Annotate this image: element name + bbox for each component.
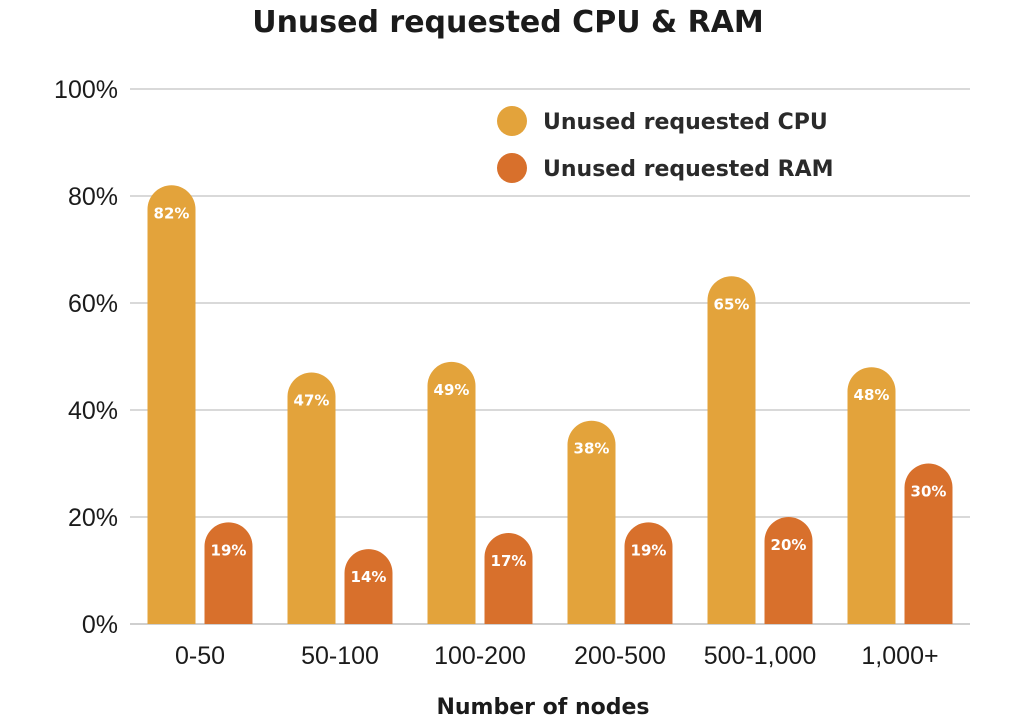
data-label: 49% xyxy=(434,381,470,399)
data-label: 65% xyxy=(714,295,750,313)
ram-bar-5 xyxy=(904,463,953,624)
data-label: 38% xyxy=(574,440,610,458)
gridlines xyxy=(130,88,970,625)
legend-label: Unused requested RAM xyxy=(543,157,834,182)
x-tick-label: 0-50 xyxy=(175,642,225,670)
y-tick-label: 100% xyxy=(54,76,118,104)
y-axis-ticks: 0% 20% 40% 60% 80% 100% xyxy=(54,76,118,639)
x-tick-label: 500-1,000 xyxy=(704,642,817,670)
data-label: 47% xyxy=(294,392,330,410)
y-tick-label: 0% xyxy=(82,611,118,639)
data-label: 17% xyxy=(491,552,527,570)
y-tick-label: 40% xyxy=(68,397,118,425)
data-label: 19% xyxy=(631,541,667,559)
ram-bar-0 xyxy=(204,522,253,624)
cpu-bar-0 xyxy=(147,185,196,624)
data-label: 30% xyxy=(911,483,947,501)
legend-marker xyxy=(497,153,527,183)
cpu-bar-5 xyxy=(847,367,896,624)
cpu-bar-2 xyxy=(427,361,476,624)
legend-marker xyxy=(497,106,527,136)
data-label: 20% xyxy=(771,536,807,554)
y-tick-label: 80% xyxy=(68,183,118,211)
x-tick-label: 100-200 xyxy=(434,642,526,670)
ram-bar-3 xyxy=(624,522,673,624)
data-label: 19% xyxy=(211,541,247,559)
x-tick-label: 200-500 xyxy=(574,642,666,670)
cpu-bar-4 xyxy=(707,276,756,624)
x-axis-ticks: 0-50 50-100 100-200 200-500 500-1,000 1,000+ xyxy=(175,642,939,670)
cpu-bar-3 xyxy=(567,420,616,624)
legend-label: Unused requested CPU xyxy=(543,110,828,135)
x-tick-label: 50-100 xyxy=(301,642,379,670)
y-tick-label: 20% xyxy=(68,504,118,532)
x-axis-label: Number of nodes xyxy=(436,695,649,720)
x-tick-label: 1,000+ xyxy=(861,642,938,670)
legend: Unused requested CPU Unused requested RAM xyxy=(497,106,834,183)
ram-bar-2 xyxy=(484,533,533,624)
cpu-bar-1 xyxy=(287,372,336,624)
data-label: 82% xyxy=(154,204,190,222)
data-label: 48% xyxy=(854,386,890,404)
bars: 82% 19% 47% 14% 49% 17% 38% 19% 65% 20% 48% 30% xyxy=(147,185,953,624)
chart-title: Unused requested CPU & RAM xyxy=(252,5,764,40)
y-tick-label: 60% xyxy=(68,290,118,318)
ram-bar-1 xyxy=(344,549,393,624)
data-label: 14% xyxy=(351,568,387,586)
ram-bar-4 xyxy=(764,517,813,624)
